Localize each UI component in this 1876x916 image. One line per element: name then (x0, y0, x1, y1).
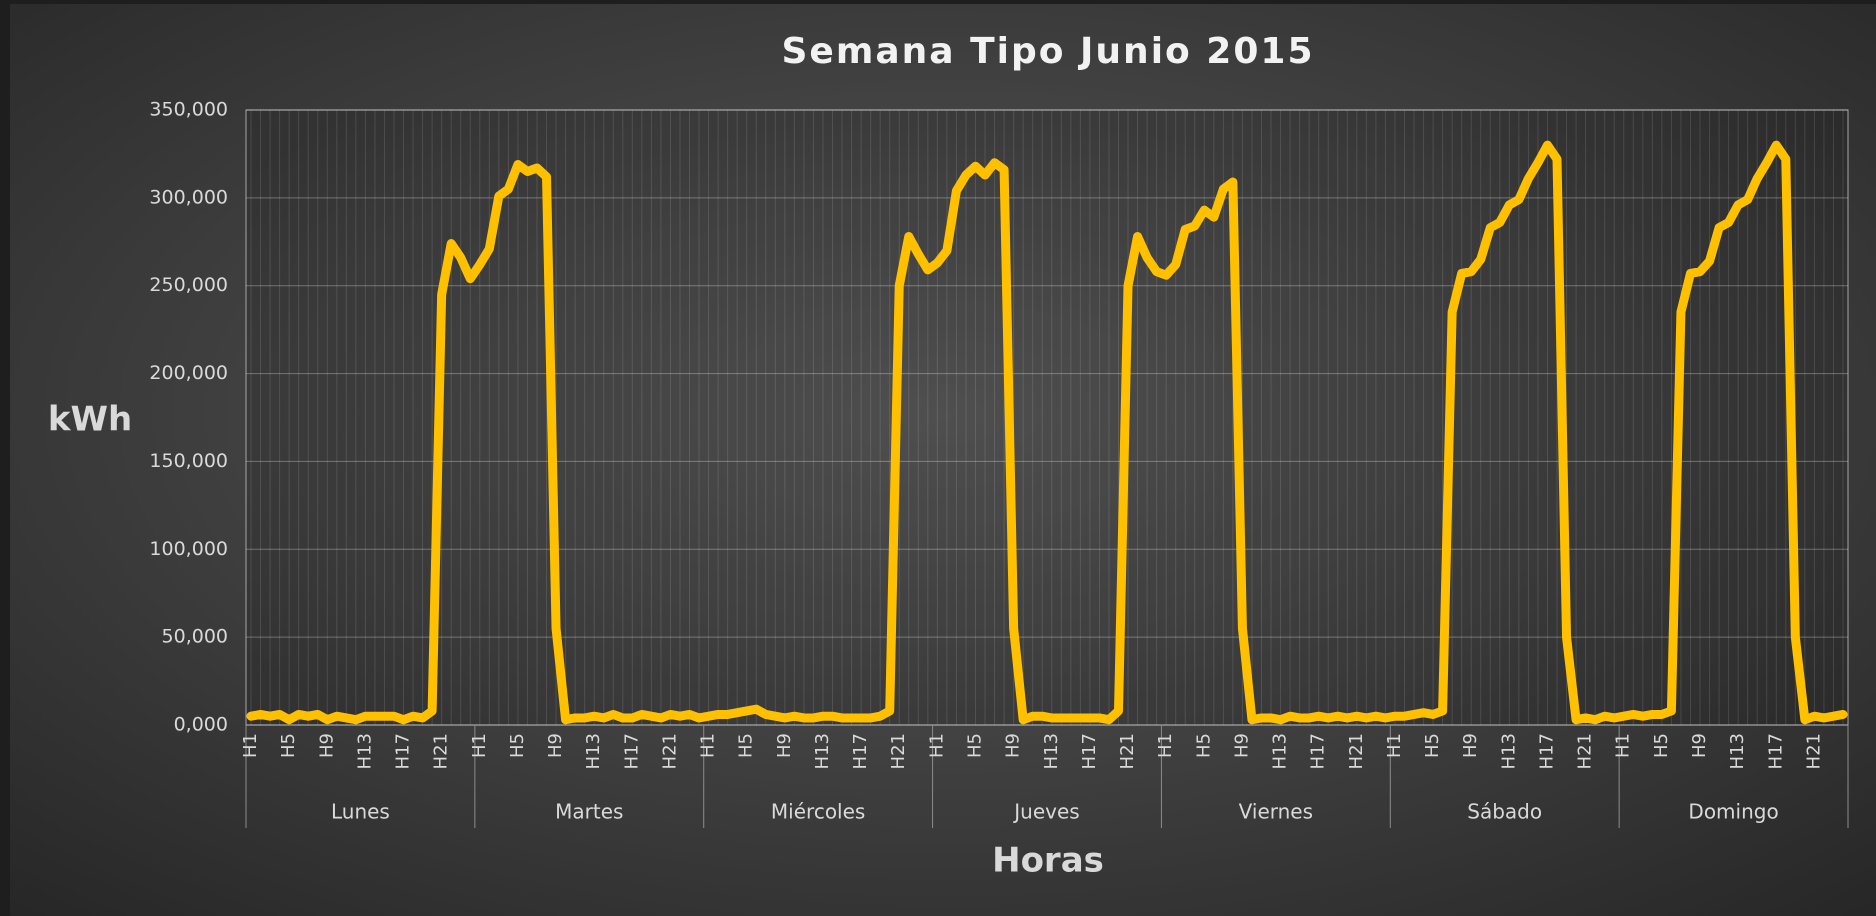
y-tick-label: 100,000 (149, 538, 228, 560)
chart-title: Semana Tipo Junio 2015 (782, 31, 1315, 72)
group-label: Sábado (1467, 800, 1542, 824)
x-tick-label: H1 (1613, 733, 1634, 758)
x-tick-label: H9 (774, 733, 795, 758)
x-tick-label: H21 (1117, 733, 1138, 769)
x-tick-label: H13 (1041, 733, 1062, 769)
y-tick-label: 300,000 (149, 186, 228, 208)
group-label: Viernes (1239, 800, 1313, 824)
x-tick-label: H5 (1422, 733, 1443, 758)
x-tick-label: H9 (1003, 733, 1024, 758)
x-tick-label: H5 (1651, 733, 1672, 758)
x-tick-label: H21 (888, 733, 909, 769)
plot-area (245, 109, 1849, 726)
x-tick-label: H9 (1460, 733, 1481, 758)
x-axis-label: Horas (992, 841, 1104, 881)
x-tick-label: H1 (926, 733, 947, 758)
group-label: Miércoles (771, 800, 865, 824)
y-tick-label: 250,000 (149, 274, 228, 296)
x-tick-label: H21 (1346, 733, 1367, 769)
x-tick-label: H1 (1384, 733, 1405, 758)
y-tick-label: 150,000 (149, 450, 228, 472)
x-tick-label: H21 (1575, 733, 1596, 769)
x-tick-label: H13 (1727, 733, 1748, 769)
group-label: Martes (555, 800, 623, 824)
group-label: Jueves (1012, 800, 1079, 824)
x-tick-label: H9 (545, 733, 566, 758)
x-tick-label: H13 (1270, 733, 1291, 769)
y-tick-label: 350,000 (149, 99, 228, 121)
x-tick-label: H9 (316, 733, 337, 758)
group-label: Domingo (1688, 800, 1778, 824)
x-tick-label: H5 (278, 733, 299, 758)
x-tick-label: H21 (1803, 733, 1824, 769)
x-tick-label: H17 (393, 733, 414, 769)
x-tick-label: H17 (1308, 733, 1329, 769)
x-tick-label: H17 (850, 733, 871, 769)
x-tick-label: H1 (469, 733, 490, 758)
x-tick-label: H13 (354, 733, 375, 769)
x-tick-label: H21 (431, 733, 452, 769)
x-tick-label: H17 (1536, 733, 1557, 769)
x-tick-label: H17 (621, 733, 642, 769)
x-tick-label: H9 (1231, 733, 1252, 758)
data-line (246, 140, 1848, 725)
x-tick-label: H1 (698, 733, 719, 758)
x-tick-label: H9 (1689, 733, 1710, 758)
x-tick-label: H1 (240, 733, 261, 758)
x-tick-label: H17 (1079, 733, 1100, 769)
x-tick-label: H5 (965, 733, 986, 758)
group-label: Lunes (331, 800, 390, 824)
x-tick-label: H13 (812, 733, 833, 769)
x-tick-label: H13 (583, 733, 604, 769)
y-axis-label: kWh (48, 400, 132, 440)
x-tick-label: H17 (1765, 733, 1786, 769)
x-tick-label: H5 (736, 733, 757, 758)
x-tick-label: H5 (1193, 733, 1214, 758)
x-tick-label: H13 (1498, 733, 1519, 769)
y-tick-label: 200,000 (149, 362, 228, 384)
x-tick-label: H1 (1155, 733, 1176, 758)
x-tick-label: H5 (507, 733, 528, 758)
y-tick-label: 50,000 (162, 626, 228, 648)
x-tick-label: H21 (659, 733, 680, 769)
y-tick-label: 0,000 (174, 714, 228, 736)
